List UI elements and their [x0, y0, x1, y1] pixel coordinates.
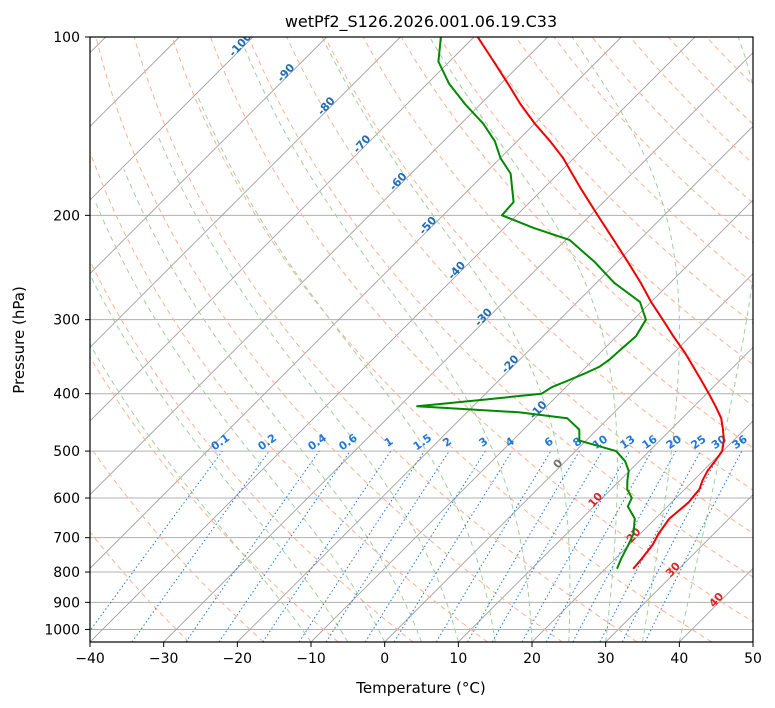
x-tick-label: 40	[670, 651, 688, 667]
dry-adiabat-line	[133, 37, 638, 642]
moist-adiabat-line	[90, 343, 312, 642]
mixing-ratio-line	[435, 450, 552, 642]
moist-adiabat-line	[90, 273, 349, 642]
moist-adiabat-line	[321, 37, 571, 642]
dry-adiabat-line	[90, 531, 190, 642]
mixing-ratio-line	[185, 450, 320, 642]
isotherm-line	[752, 641, 753, 642]
mixing-ratio-line	[393, 450, 513, 642]
moist-adiabat-line	[244, 48, 533, 642]
isotherm-line	[90, 37, 475, 422]
x-tick-label: 50	[744, 651, 762, 667]
moist-adiabat-line	[196, 93, 496, 642]
y-tick-label: 800	[53, 565, 80, 581]
mixing-ratio-line	[218, 450, 351, 642]
dry-adiabat-line	[210, 37, 753, 623]
y-tick-label: 1000	[44, 622, 80, 638]
y-tick-label: 700	[53, 531, 80, 547]
y-tick-label: 300	[53, 313, 80, 329]
x-axis-label: Temperature (°C)	[355, 679, 485, 697]
isotherm-line	[605, 494, 753, 642]
dry-adiabat-line	[90, 259, 414, 642]
x-tick-label: −10	[296, 651, 326, 667]
moist-adiabat-line	[94, 199, 386, 642]
mixing-ratio-line	[467, 450, 580, 642]
plot-frame	[89, 36, 754, 643]
y-tick-label: 600	[53, 491, 80, 507]
dry-adiabat-line	[286, 37, 753, 534]
dry-adiabat-line	[95, 37, 563, 642]
isotherm-line	[384, 273, 753, 642]
dry-adiabat-line	[400, 37, 753, 407]
y-tick-label: 100	[53, 30, 80, 46]
mixing-ratio-line	[131, 450, 270, 642]
isotherm-line	[163, 52, 753, 642]
plot-area-background	[90, 37, 753, 642]
axes-layer: −40 −30 −20 −10 0 10 20 30 40 50 100 200 300 400 500 60…	[44, 30, 762, 667]
mixing-ratio-line	[90, 450, 223, 632]
isotherm-line	[90, 37, 548, 496]
x-tick-label: −30	[149, 651, 179, 667]
mixing-ratio-line	[325, 450, 450, 642]
temperature-line	[476, 37, 725, 570]
isotherm-line	[90, 37, 254, 201]
dry-adiabat-line	[438, 37, 753, 366]
moist-adiabat-line	[157, 135, 459, 642]
y-tick-label: 400	[53, 387, 80, 403]
x-tick-label: 20	[523, 651, 541, 667]
x-tick-label: 10	[449, 651, 467, 667]
dry-adiabat-line	[248, 37, 753, 578]
mixing-ratio-line	[521, 450, 630, 642]
x-tick-label: −40	[75, 651, 105, 667]
dry-adiabat-line	[90, 356, 339, 642]
y-tick-label: 200	[53, 208, 80, 224]
isotherm-line	[458, 346, 753, 642]
moist-adiabat-line	[571, 37, 680, 642]
moist-adiabat-line	[429, 37, 619, 642]
isotherm-line	[531, 420, 753, 642]
x-tick-label: −20	[223, 651, 253, 667]
mixing-ratio-line	[491, 450, 603, 642]
reference-lines-layer	[90, 37, 753, 642]
chart-title: wetPf2_S126.2026.001.06.19.C33	[285, 12, 557, 32]
mixing-ratio-line	[572, 450, 677, 642]
isotherm-line	[90, 37, 327, 275]
y-tick-label: 500	[53, 444, 80, 460]
x-tick-label: 0	[380, 651, 389, 667]
isotherm-line	[237, 125, 753, 642]
y-axis-label: Pressure (hPa)	[10, 286, 28, 394]
isotherm-line	[90, 37, 401, 348]
mixing-ratio-line	[364, 450, 486, 642]
x-tick-label: 30	[597, 651, 615, 667]
dewpoint-line	[416, 37, 647, 570]
dry-adiabat-line	[324, 37, 753, 491]
profiles-layer	[416, 37, 725, 570]
mixing-ratio-line	[545, 450, 653, 642]
moist-adiabat-line	[678, 37, 753, 642]
y-tick-label: 900	[53, 595, 80, 611]
isotherm-line	[90, 37, 622, 569]
dry-adiabat-line	[362, 37, 753, 449]
isotherm-line	[90, 37, 696, 642]
